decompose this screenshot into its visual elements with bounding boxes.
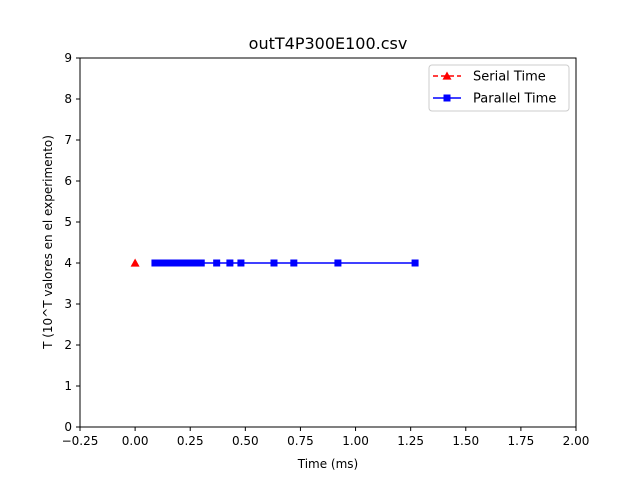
y-tick-label: 8 (64, 92, 72, 106)
data-point (213, 259, 221, 267)
plot-area (80, 58, 576, 427)
y-tick-label: 1 (64, 379, 72, 393)
x-tick-label: 1.75 (508, 434, 535, 448)
data-point (177, 259, 185, 267)
data-point (334, 259, 342, 267)
x-tick-label: 0.00 (122, 434, 149, 448)
data-point (197, 259, 205, 267)
legend-marker (443, 94, 451, 102)
legend: Serial Time Parallel Time (428, 64, 570, 112)
x-axis-label: Time (ms) (297, 457, 359, 471)
legend-box (428, 64, 570, 112)
data-point (169, 259, 177, 267)
chart-title: outT4P300E100.csv (249, 34, 408, 53)
plot-frame (79, 57, 577, 428)
y-tick-label: 5 (64, 215, 72, 229)
x-tick-label: 2.00 (563, 434, 590, 448)
data-point (182, 259, 190, 267)
x-tick-label: 0.50 (232, 434, 259, 448)
legend-label: Serial Time (473, 70, 546, 85)
y-tick-label: 2 (64, 338, 72, 352)
data-point (290, 259, 298, 267)
series-parallel-time (151, 259, 419, 267)
data-point (173, 259, 181, 267)
y-axis-label: T (10^T valores en el experimento) (41, 135, 55, 350)
x-tick-label: 1.00 (342, 434, 369, 448)
data-point (411, 259, 419, 267)
data-point (270, 259, 278, 267)
legend-marker (442, 71, 452, 80)
x-tick-label: 1.25 (397, 434, 424, 448)
y-axis: 0 1 2 3 4 5 6 7 8 9 (64, 51, 80, 434)
x-tick-label: 0.25 (177, 434, 204, 448)
data-point (237, 259, 245, 267)
data-point (130, 258, 140, 267)
x-tick-label: 0.75 (287, 434, 314, 448)
legend-label: Parallel Time (473, 92, 556, 107)
data-point (186, 259, 194, 267)
series-serial-time (130, 258, 140, 267)
x-axis: −0.25 0.00 0.25 0.50 0.75 1.00 1.25 1.50 1.75 2.0… (62, 427, 590, 448)
x-tick-label: 1.50 (452, 434, 479, 448)
data-point (193, 259, 201, 267)
series-layer (130, 258, 419, 267)
y-tick-label: 4 (64, 256, 72, 270)
y-tick-label: 7 (64, 133, 72, 147)
x-tick-label: −0.25 (62, 434, 99, 448)
data-point (226, 259, 234, 267)
y-tick-label: 9 (64, 51, 72, 65)
y-tick-label: 6 (64, 174, 72, 188)
y-tick-label: 3 (64, 297, 72, 311)
y-tick-label: 0 (64, 420, 72, 434)
